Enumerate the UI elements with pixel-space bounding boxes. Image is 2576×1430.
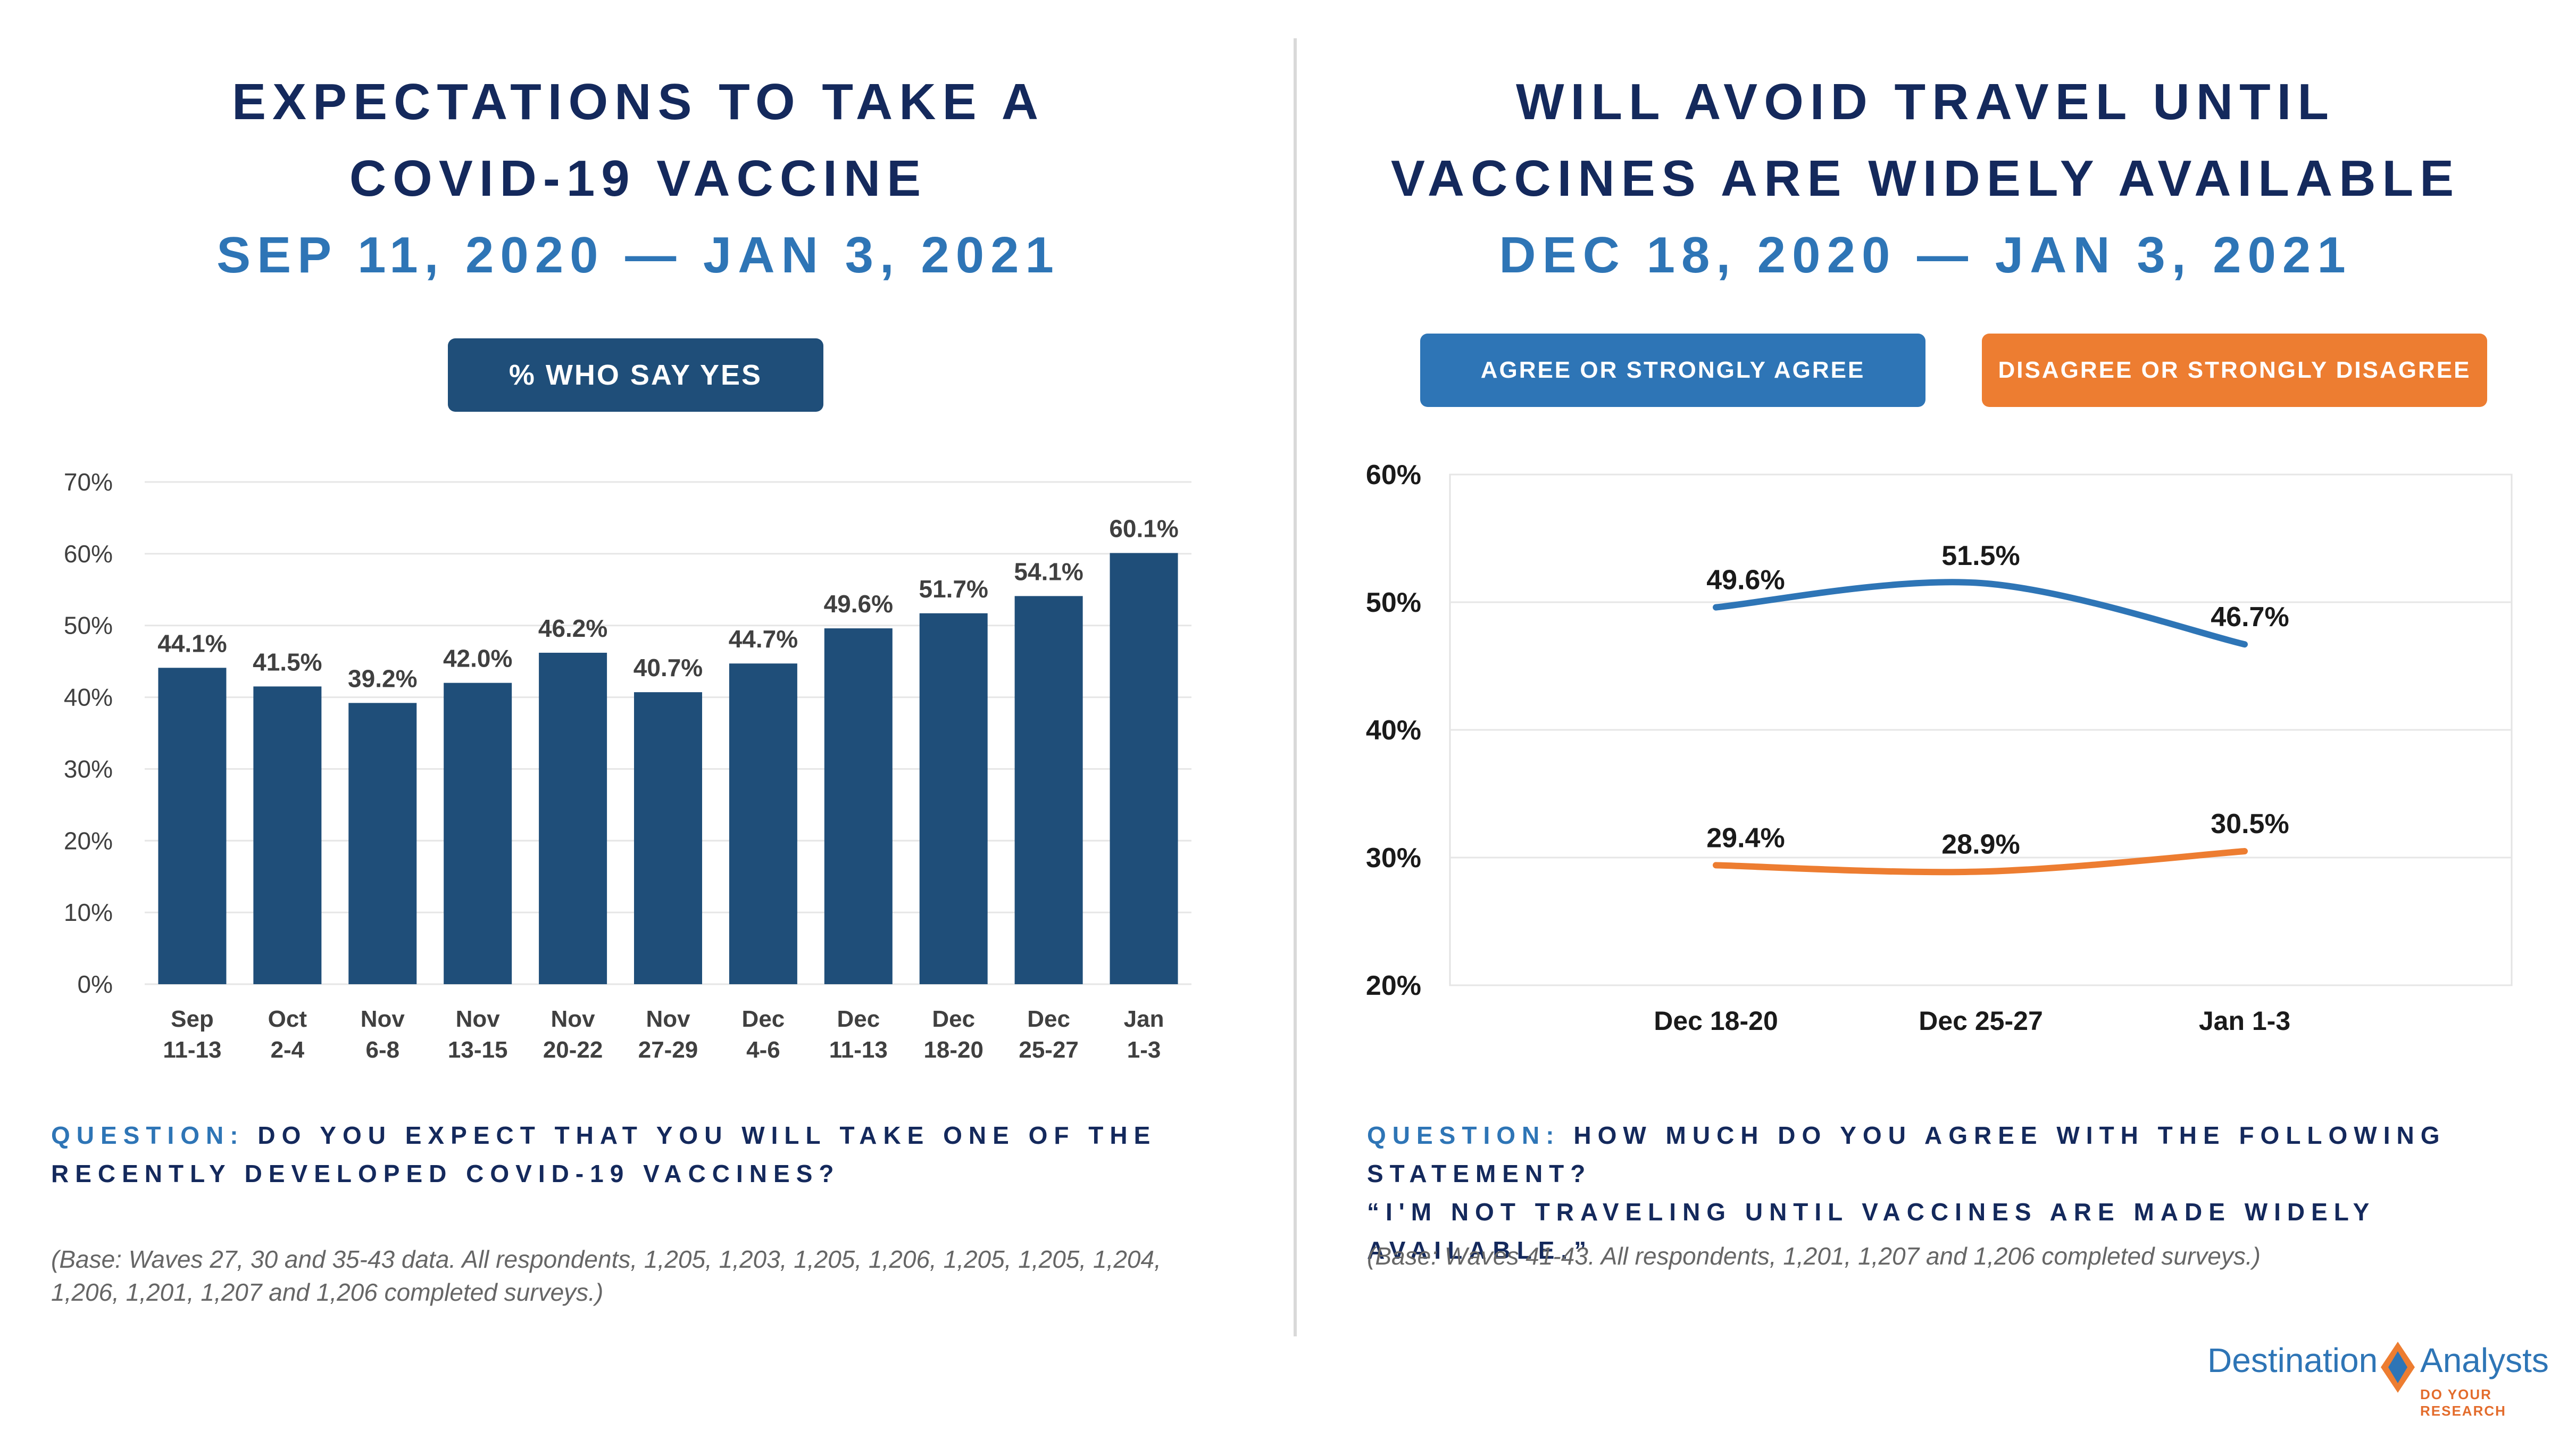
right-question: QUESTION: HOW MUCH DO YOU AGREE WITH THE… bbox=[1367, 1116, 2537, 1269]
bar-y-tick-label: 50% bbox=[64, 612, 113, 639]
bar-x-tick-label-line-1: Dec bbox=[1027, 1006, 1070, 1032]
bar bbox=[824, 628, 893, 984]
line-y-tick-label: 30% bbox=[1366, 843, 1421, 874]
bar-x-tick-label-line-1: Nov bbox=[646, 1006, 690, 1032]
bar-x-tick-label-line-1: Dec bbox=[932, 1006, 975, 1032]
bar bbox=[1110, 553, 1178, 984]
bar-x-tick-label-line-2: 27-29 bbox=[638, 1037, 698, 1063]
legend-agree: AGREE OR STRONGLY AGREE bbox=[1420, 334, 1925, 407]
right-question-line-1: HOW MUCH DO YOU AGREE WITH THE FOLLOWING… bbox=[1367, 1121, 2446, 1187]
bar-x-tick-label-line-2: 25-27 bbox=[1019, 1037, 1079, 1063]
bar bbox=[444, 683, 512, 984]
bar bbox=[348, 703, 417, 984]
bar-x-tick-label-line-2: 11-13 bbox=[163, 1037, 221, 1063]
left-question: QUESTION: DO YOU EXPECT THAT YOU WILL TA… bbox=[51, 1116, 1168, 1193]
left-question-text: DO YOU EXPECT THAT YOU WILL TAKE ONE OF … bbox=[51, 1121, 1157, 1187]
bar-x-tick-label-line-2: 4-6 bbox=[746, 1037, 780, 1063]
right-base-note: (Base: Waves 41-43. All respondents, 1,2… bbox=[1367, 1242, 2261, 1270]
bar-x-tick-label-line-2: 20-22 bbox=[543, 1037, 603, 1063]
bar-value-label: 39.2% bbox=[348, 664, 417, 692]
bar bbox=[158, 668, 227, 984]
bar-value-label: 54.1% bbox=[1014, 558, 1083, 585]
bar-x-tick-label-line-1: Oct bbox=[268, 1006, 307, 1032]
left-chart-title: EXPECTATIONS TO TAKE A COVID-19 VACCINE … bbox=[106, 64, 1170, 294]
bar-value-label: 49.6% bbox=[824, 590, 893, 618]
left-title-line-2: COVID-19 VACCINE bbox=[349, 150, 928, 207]
bar-value-label: 46.2% bbox=[538, 614, 607, 642]
agree-data-label: 49.6% bbox=[1706, 565, 1785, 596]
right-question-line-2: “I'M NOT TRAVELING UNTIL VACCINES ARE MA… bbox=[1367, 1198, 2375, 1264]
bar-value-label: 42.0% bbox=[443, 645, 512, 672]
bar-x-tick-label-line-1: Nov bbox=[551, 1006, 596, 1032]
logo-diamond-icon bbox=[2381, 1342, 2415, 1393]
bar-x-tick-label-line-2: 6-8 bbox=[365, 1037, 399, 1063]
destination-analysts-logo: Destination Analysts DO YOUR RESEARCH bbox=[2207, 1341, 2569, 1419]
agree-data-label: 46.7% bbox=[2211, 602, 2289, 633]
bar bbox=[919, 613, 988, 984]
line-y-tick-label: 40% bbox=[1366, 715, 1421, 746]
bar-y-tick-label: 60% bbox=[64, 540, 113, 568]
logo-word-analysts: Analysts bbox=[2420, 1341, 2549, 1379]
bar-x-tick-label-line-2: 1-3 bbox=[1127, 1037, 1161, 1063]
line-y-tick-label: 20% bbox=[1366, 970, 1421, 1001]
disagree-data-label: 29.4% bbox=[1706, 822, 1785, 853]
legend-disagree-label: DISAGREE OR STRONGLY DISAGREE bbox=[1998, 357, 2471, 383]
logo-word-destination: Destination bbox=[2207, 1341, 2378, 1379]
bar-x-tick-label-line-2: 18-20 bbox=[923, 1037, 983, 1063]
bar-x-tick-label-line-1: Sep bbox=[171, 1006, 214, 1032]
line-x-tick-label: Dec 25-27 bbox=[1919, 1006, 2043, 1036]
right-question-label: QUESTION: bbox=[1367, 1121, 1561, 1149]
bar-y-tick-label: 40% bbox=[64, 684, 113, 711]
left-question-label: QUESTION: bbox=[51, 1121, 245, 1149]
disagree-data-label: 28.9% bbox=[1941, 829, 2020, 860]
right-date-range: DEC 18, 2020 — JAN 3, 2021 bbox=[1499, 227, 2352, 284]
agree-series-line bbox=[1713, 579, 2248, 648]
bar-value-label: 60.1% bbox=[1109, 515, 1178, 543]
bar-value-label: 44.7% bbox=[729, 625, 798, 653]
line-y-tick-label: 60% bbox=[1366, 460, 1421, 490]
bar-value-label: 51.7% bbox=[919, 575, 988, 603]
right-chart-title: WILL AVOID TRAVEL UNTIL VACCINES ARE WID… bbox=[1340, 64, 2511, 294]
bar-x-tick-label-line-1: Nov bbox=[361, 1006, 405, 1032]
bar bbox=[253, 686, 322, 984]
who-say-yes-badge: % WHO SAY YES bbox=[448, 338, 823, 412]
bar-x-tick-label-line-2: 2-4 bbox=[271, 1037, 305, 1063]
bar-y-tick-label: 0% bbox=[78, 970, 113, 998]
left-title-line-1: EXPECTATIONS TO TAKE A bbox=[231, 73, 1045, 130]
right-title-line-2: VACCINES ARE WIDELY AVAILABLE bbox=[1390, 150, 2461, 207]
left-base-note: (Base: Waves 27, 30 and 35-43 data. All … bbox=[51, 1245, 1161, 1306]
bar-x-tick-label-line-2: 13-15 bbox=[448, 1037, 508, 1063]
who-say-yes-label: % WHO SAY YES bbox=[508, 359, 763, 391]
legend-agree-label: AGREE OR STRONGLY AGREE bbox=[1480, 357, 1865, 383]
line-y-tick-label: 50% bbox=[1366, 587, 1421, 618]
line-x-tick-label: Dec 18-20 bbox=[1654, 1006, 1778, 1036]
right-title-line-1: WILL AVOID TRAVEL UNTIL bbox=[1516, 73, 2335, 130]
bar-x-tick-label-line-2: 11-13 bbox=[829, 1037, 888, 1063]
panel-divider bbox=[1294, 38, 1297, 1336]
bar-y-tick-label: 30% bbox=[64, 755, 113, 783]
disagree-data-label: 30.5% bbox=[2211, 809, 2289, 839]
line-x-tick-label: Jan 1-3 bbox=[2199, 1006, 2290, 1036]
bar bbox=[729, 663, 797, 984]
bar bbox=[634, 692, 702, 984]
agree-data-label: 51.5% bbox=[1941, 541, 2020, 571]
bar-value-label: 44.1% bbox=[157, 629, 227, 657]
logo-tagline: DO YOUR RESEARCH bbox=[2420, 1386, 2506, 1419]
bar-x-tick-label-line-1: Dec bbox=[837, 1006, 880, 1032]
bar-x-tick-label-line-1: Dec bbox=[742, 1006, 785, 1032]
bar-x-tick-label-line-1: Nov bbox=[456, 1006, 501, 1032]
legend-disagree: DISAGREE OR STRONGLY DISAGREE bbox=[1982, 334, 2487, 407]
bar-value-label: 40.7% bbox=[633, 654, 703, 681]
bar-x-tick-label-line-1: Jan bbox=[1124, 1006, 1164, 1032]
left-date-range: SEP 11, 2020 — JAN 3, 2021 bbox=[216, 227, 1060, 284]
bar-value-label: 41.5% bbox=[253, 648, 322, 676]
bar-y-tick-label: 70% bbox=[64, 468, 113, 496]
bar-y-tick-label: 10% bbox=[64, 899, 113, 926]
bar bbox=[539, 652, 607, 984]
disagree-series-line bbox=[1713, 848, 2248, 876]
bar bbox=[1014, 596, 1083, 984]
bar-y-tick-label: 20% bbox=[64, 827, 113, 854]
